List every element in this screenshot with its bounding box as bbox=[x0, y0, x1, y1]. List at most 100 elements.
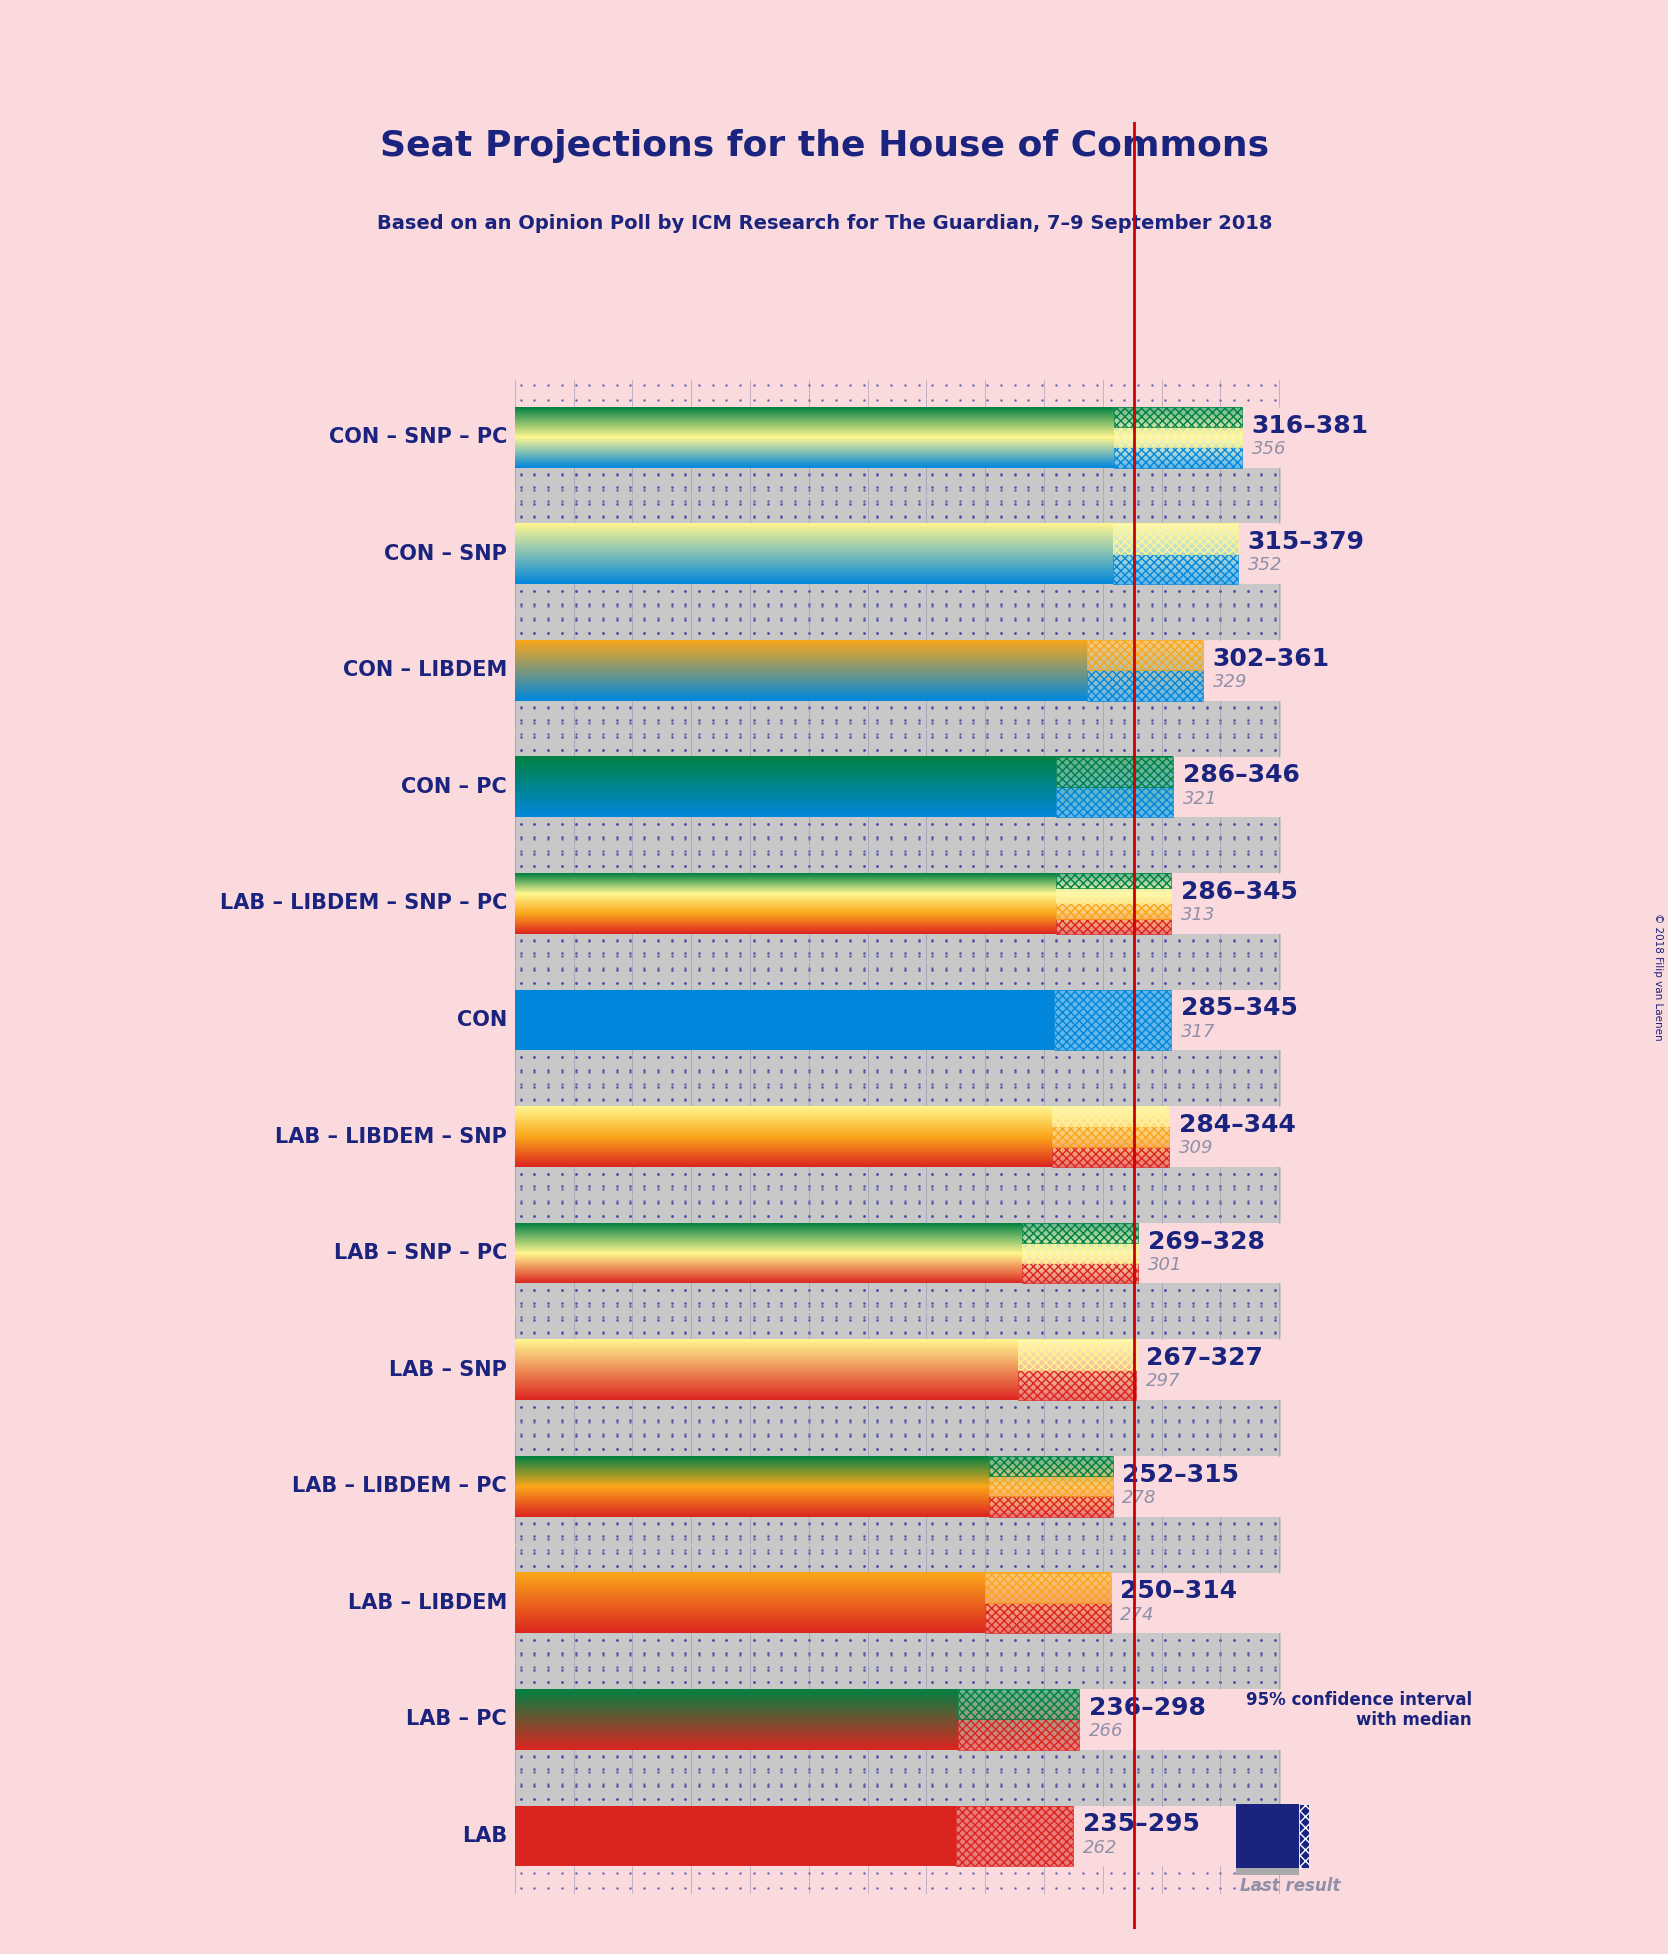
Bar bbox=[515, 701, 1281, 729]
Text: 297: 297 bbox=[1146, 1372, 1181, 1391]
Bar bbox=[957, 1688, 1079, 1720]
Text: LAB – LIBDEM – SNP: LAB – LIBDEM – SNP bbox=[275, 1127, 507, 1147]
Bar bbox=[957, 1720, 1079, 1749]
Text: 356: 356 bbox=[1251, 440, 1286, 457]
Bar bbox=[989, 1497, 1113, 1516]
Bar bbox=[1056, 873, 1171, 889]
Text: © 2018 Filip van Laenen: © 2018 Filip van Laenen bbox=[1653, 913, 1663, 1041]
Text: 316–381: 316–381 bbox=[1251, 414, 1369, 438]
Bar bbox=[1053, 1106, 1169, 1127]
Text: 284–344: 284–344 bbox=[1179, 1114, 1296, 1137]
Text: 235–295: 235–295 bbox=[1083, 1811, 1199, 1837]
Bar bbox=[515, 934, 1281, 961]
Text: 313: 313 bbox=[1181, 907, 1216, 924]
Bar bbox=[1236, 1868, 1298, 1874]
Bar bbox=[1022, 1243, 1138, 1264]
Bar bbox=[1053, 1106, 1169, 1127]
Bar bbox=[1113, 524, 1238, 553]
Text: LAB – LIBDEM – SNP – PC: LAB – LIBDEM – SNP – PC bbox=[220, 893, 507, 913]
Bar bbox=[1088, 641, 1203, 670]
Text: CON: CON bbox=[457, 1010, 507, 1030]
Bar bbox=[1019, 1338, 1136, 1370]
Bar bbox=[1056, 756, 1173, 787]
Bar bbox=[515, 1051, 1281, 1079]
Text: 269–328: 269–328 bbox=[1148, 1229, 1264, 1254]
Text: 302–361: 302–361 bbox=[1213, 647, 1329, 670]
Bar bbox=[1056, 873, 1171, 889]
Bar bbox=[515, 991, 1116, 1051]
Bar bbox=[1056, 889, 1171, 903]
Text: CON – PC: CON – PC bbox=[402, 778, 507, 797]
Bar bbox=[986, 1602, 1111, 1634]
Text: LAB – LIBDEM – PC: LAB – LIBDEM – PC bbox=[292, 1477, 507, 1497]
Text: LAB – SNP: LAB – SNP bbox=[389, 1360, 507, 1380]
Bar bbox=[515, 1749, 1281, 1778]
Bar bbox=[957, 1688, 1079, 1720]
Bar bbox=[1056, 903, 1171, 918]
Bar bbox=[1054, 991, 1171, 1051]
Text: LAB – PC: LAB – PC bbox=[407, 1710, 507, 1729]
Bar bbox=[515, 612, 1281, 641]
Text: 285–345: 285–345 bbox=[1181, 997, 1298, 1020]
Bar bbox=[956, 1805, 1073, 1866]
Bar bbox=[1056, 889, 1171, 903]
Bar bbox=[1056, 756, 1173, 787]
Text: 329: 329 bbox=[1213, 672, 1248, 692]
Bar bbox=[989, 1475, 1113, 1497]
Text: 236–298: 236–298 bbox=[1089, 1696, 1206, 1720]
Bar bbox=[1053, 1127, 1169, 1147]
Bar bbox=[515, 496, 1281, 524]
Bar bbox=[1088, 641, 1203, 670]
Text: 301: 301 bbox=[1148, 1256, 1183, 1274]
Bar bbox=[1054, 991, 1171, 1051]
Bar bbox=[956, 1805, 1073, 1866]
Bar bbox=[515, 1661, 1281, 1688]
Bar bbox=[1113, 553, 1238, 584]
Bar bbox=[1056, 918, 1171, 934]
Bar bbox=[1056, 903, 1171, 918]
Bar bbox=[1022, 1223, 1138, 1243]
Bar bbox=[515, 1284, 1281, 1311]
Bar bbox=[1019, 1370, 1136, 1399]
Bar bbox=[515, 1167, 1281, 1196]
Bar bbox=[989, 1456, 1113, 1475]
Bar bbox=[957, 1720, 1079, 1749]
Bar bbox=[1019, 1370, 1136, 1399]
Bar bbox=[515, 961, 1281, 991]
Bar bbox=[989, 1475, 1113, 1497]
Text: LAB – SNP – PC: LAB – SNP – PC bbox=[334, 1243, 507, 1262]
Bar bbox=[1113, 553, 1238, 584]
Text: 262: 262 bbox=[1083, 1839, 1118, 1856]
Text: 286–346: 286–346 bbox=[1183, 764, 1299, 787]
Text: 317: 317 bbox=[1181, 1022, 1216, 1041]
Bar bbox=[1114, 447, 1243, 467]
Bar bbox=[1022, 1264, 1138, 1284]
Text: CON – SNP – PC: CON – SNP – PC bbox=[329, 428, 507, 447]
Bar bbox=[1114, 428, 1243, 447]
Bar bbox=[1053, 1147, 1169, 1167]
Bar bbox=[1298, 1804, 1344, 1868]
Bar bbox=[989, 1497, 1113, 1516]
Text: LAB: LAB bbox=[462, 1825, 507, 1847]
Bar bbox=[986, 1573, 1111, 1602]
Bar bbox=[515, 729, 1281, 756]
Bar bbox=[515, 1516, 1281, 1544]
Bar bbox=[1088, 670, 1203, 701]
Bar bbox=[515, 1544, 1281, 1573]
Bar bbox=[515, 467, 1281, 496]
Bar bbox=[1019, 1338, 1136, 1370]
Bar bbox=[1114, 447, 1243, 467]
Bar bbox=[1056, 787, 1173, 817]
Bar bbox=[515, 584, 1281, 612]
Bar bbox=[515, 1634, 1281, 1661]
Bar bbox=[1056, 787, 1173, 817]
Text: CON – LIBDEM: CON – LIBDEM bbox=[342, 660, 507, 680]
Bar bbox=[986, 1602, 1111, 1634]
Text: 274: 274 bbox=[1121, 1606, 1154, 1624]
Bar bbox=[1088, 670, 1203, 701]
Text: 266: 266 bbox=[1089, 1721, 1124, 1741]
Bar bbox=[515, 846, 1281, 873]
Bar bbox=[1022, 1264, 1138, 1284]
Text: 286–345: 286–345 bbox=[1181, 879, 1298, 905]
Bar bbox=[1022, 1223, 1138, 1243]
